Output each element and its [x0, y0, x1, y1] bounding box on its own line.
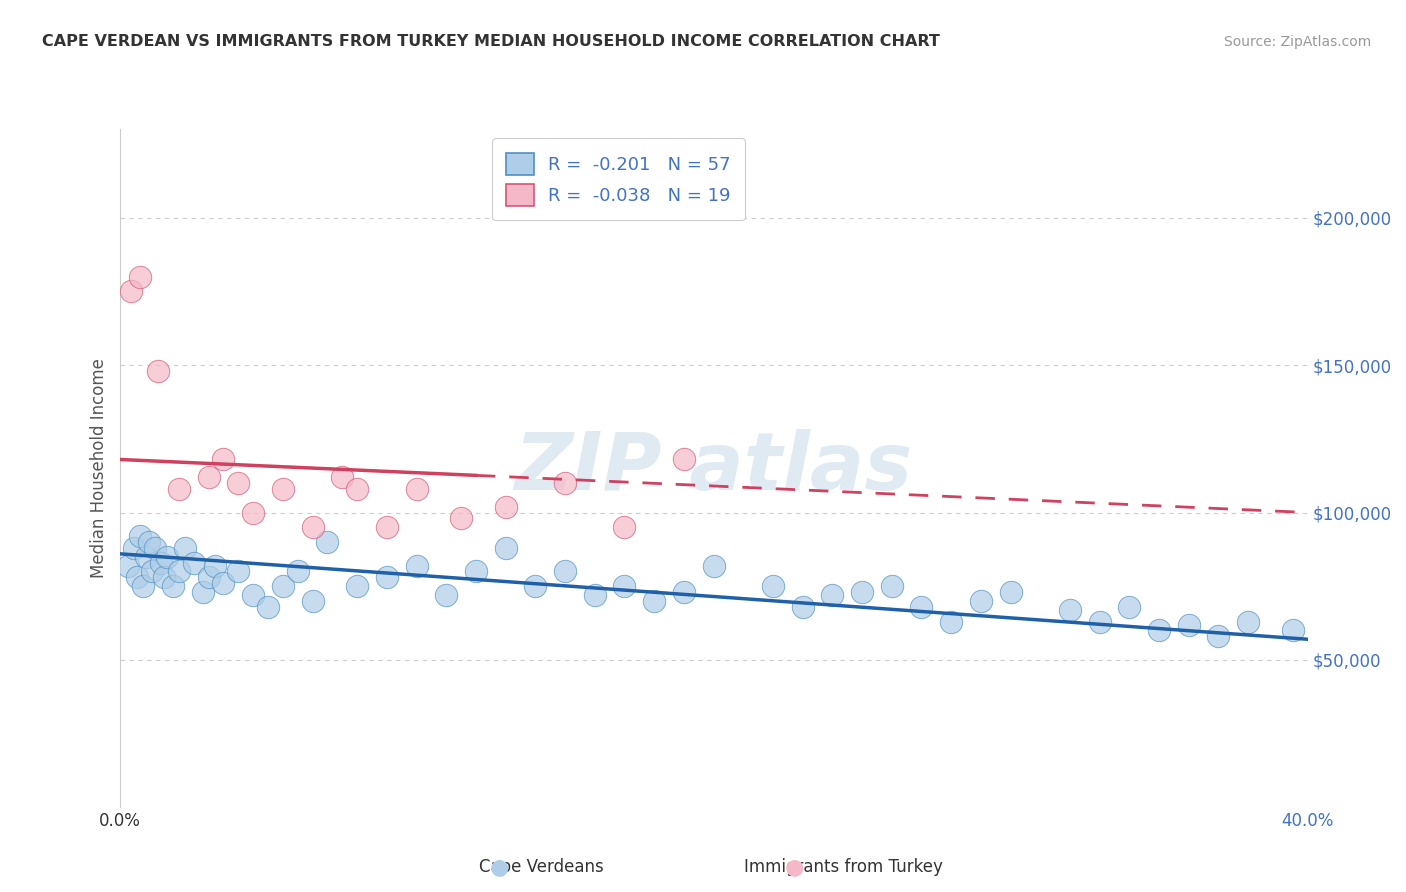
Text: Source: ZipAtlas.com: Source: ZipAtlas.com	[1223, 35, 1371, 49]
Point	[1208, 629, 1230, 643]
Point	[271, 579, 294, 593]
Text: Immigrants from Turkey: Immigrants from Turkey	[744, 858, 943, 876]
Point	[117, 558, 139, 573]
Point	[1118, 599, 1140, 614]
Point	[851, 585, 873, 599]
Point	[271, 482, 294, 496]
Point	[346, 482, 368, 496]
Point	[212, 576, 235, 591]
Point	[643, 594, 665, 608]
Point	[287, 565, 309, 579]
Text: ZIP atlas: ZIP atlas	[515, 429, 912, 508]
Point	[346, 579, 368, 593]
Point	[153, 570, 176, 584]
Point	[129, 529, 152, 543]
Point	[613, 579, 636, 593]
Point	[583, 588, 606, 602]
Point	[1000, 585, 1022, 599]
Point	[792, 599, 814, 614]
Point	[141, 565, 163, 579]
Point	[173, 541, 195, 555]
Point	[330, 470, 353, 484]
Point	[672, 585, 695, 599]
Point	[1147, 624, 1170, 638]
Point	[301, 520, 323, 534]
Text: Cape Verdeans: Cape Verdeans	[479, 858, 603, 876]
Point	[143, 541, 166, 555]
Point	[524, 579, 547, 593]
Point	[124, 541, 146, 555]
Point	[672, 452, 695, 467]
Point	[880, 579, 903, 593]
Point	[228, 476, 250, 491]
Point	[183, 556, 205, 570]
Point	[146, 364, 169, 378]
Point	[120, 285, 142, 299]
Point	[156, 549, 179, 564]
Point	[197, 570, 219, 584]
Point	[1088, 615, 1111, 629]
Point	[495, 500, 517, 514]
Point	[613, 520, 636, 534]
Point	[1059, 603, 1081, 617]
Point	[132, 579, 155, 593]
Point	[464, 565, 488, 579]
Text: ●: ●	[489, 857, 509, 877]
Point	[212, 452, 235, 467]
Point	[702, 558, 725, 573]
Legend: R =  -0.201   N = 57, R =  -0.038   N = 19: R = -0.201 N = 57, R = -0.038 N = 19	[492, 138, 745, 220]
Point	[228, 565, 250, 579]
Point	[1178, 617, 1201, 632]
Point	[204, 558, 226, 573]
Point	[167, 565, 190, 579]
Point	[405, 482, 427, 496]
Point	[1237, 615, 1260, 629]
Point	[495, 541, 517, 555]
Point	[197, 470, 219, 484]
Point	[135, 549, 157, 564]
Point	[162, 579, 184, 593]
Text: ●: ●	[785, 857, 804, 877]
Point	[434, 588, 457, 602]
Point	[191, 585, 214, 599]
Point	[762, 579, 785, 593]
Y-axis label: Median Household Income: Median Household Income	[90, 359, 108, 578]
Point	[554, 476, 576, 491]
Point	[150, 556, 173, 570]
Point	[970, 594, 993, 608]
Point	[129, 269, 152, 284]
Point	[242, 506, 264, 520]
Point	[450, 511, 472, 525]
Text: CAPE VERDEAN VS IMMIGRANTS FROM TURKEY MEDIAN HOUSEHOLD INCOME CORRELATION CHART: CAPE VERDEAN VS IMMIGRANTS FROM TURKEY M…	[42, 34, 941, 49]
Point	[127, 570, 149, 584]
Point	[257, 599, 280, 614]
Point	[1281, 624, 1303, 638]
Point	[301, 594, 323, 608]
Point	[316, 535, 339, 549]
Point	[138, 535, 160, 549]
Point	[405, 558, 427, 573]
Point	[939, 615, 962, 629]
Point	[554, 565, 576, 579]
Point	[375, 570, 398, 584]
Point	[167, 482, 190, 496]
Point	[910, 599, 932, 614]
Point	[821, 588, 844, 602]
Point	[242, 588, 264, 602]
Point	[375, 520, 398, 534]
